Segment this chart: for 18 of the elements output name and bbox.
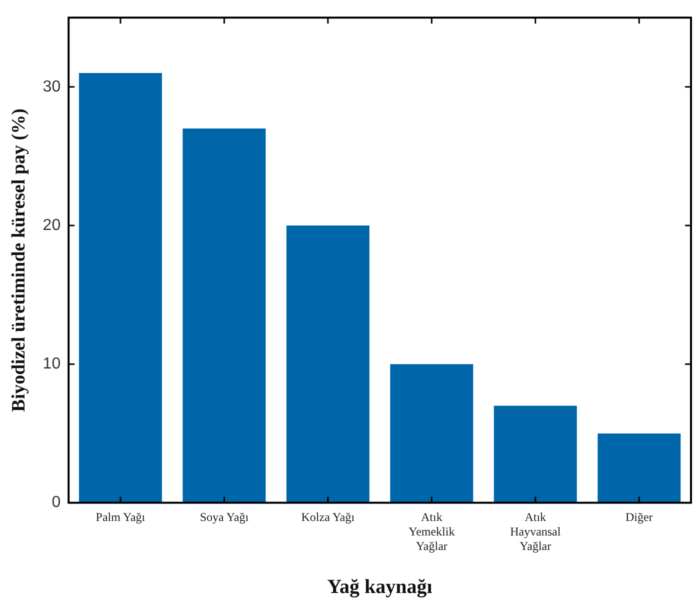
x-tick-label: Kolza Yağı: [301, 510, 356, 524]
bar: [494, 406, 577, 503]
y-tick-label: 30: [42, 78, 61, 96]
x-axis-title: Yağ kaynağı: [327, 576, 433, 598]
bar: [598, 433, 681, 503]
bar: [182, 128, 266, 503]
x-tick-label: Atık Hayvansal Yağlar: [510, 510, 562, 553]
x-tick-label: Soya Yağı: [200, 510, 250, 524]
y-tick-label: 0: [52, 494, 61, 512]
bar: [78, 73, 162, 503]
bar: [390, 364, 474, 503]
y-tick-label: 10: [42, 356, 61, 373]
x-tick-label: Palm Yağı: [96, 510, 146, 524]
y-axis-title: Biyodizel üretiminde küresel pay (%): [8, 108, 30, 412]
x-tick-label: Diğer: [625, 510, 653, 524]
y-tick-label: 20: [42, 216, 61, 234]
x-tick-label: Atık Yemeklik Yağlar: [408, 510, 455, 553]
bar: [286, 226, 370, 503]
